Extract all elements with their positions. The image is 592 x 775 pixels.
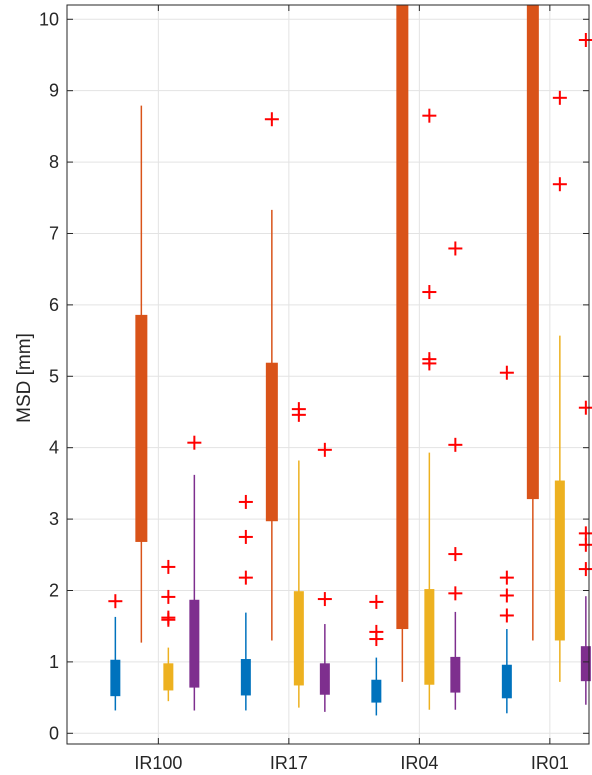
box — [526, 5, 539, 500]
outlier-marker — [317, 442, 332, 457]
y-tick-label: 0 — [49, 723, 59, 743]
box — [135, 314, 148, 542]
outlier-marker — [448, 586, 463, 601]
axes — [66, 4, 590, 745]
outlier-marker — [317, 592, 332, 607]
y-tick-label: 2 — [49, 580, 59, 600]
outlier-marker — [578, 400, 592, 415]
box — [163, 663, 174, 691]
box — [319, 663, 330, 695]
outlier-marker — [552, 177, 567, 192]
outlier-marker — [422, 108, 437, 123]
box — [371, 679, 382, 703]
x-tick-label: IR100 — [134, 753, 182, 773]
outlier-marker — [264, 112, 279, 127]
outlier-marker — [369, 632, 384, 647]
outlier-marker — [238, 570, 253, 585]
box — [580, 646, 591, 682]
outlier-marker — [499, 588, 514, 603]
box — [189, 599, 200, 688]
x-tick-label: IR17 — [270, 753, 308, 773]
box — [554, 480, 565, 641]
box — [240, 659, 251, 696]
outlier-marker — [448, 437, 463, 452]
y-tick-label: 5 — [49, 366, 59, 386]
box — [396, 5, 409, 630]
outlier-marker — [187, 435, 202, 450]
outlier-marker — [499, 608, 514, 623]
y-tick-label: 7 — [49, 223, 59, 243]
outlier-marker — [578, 537, 592, 552]
outlier-marker — [161, 559, 176, 574]
outlier-marker — [161, 612, 176, 627]
grid-lines — [67, 5, 589, 744]
outlier-marker — [552, 90, 567, 105]
outlier-marker — [578, 562, 592, 577]
box — [110, 659, 121, 697]
outlier-marker — [448, 547, 463, 562]
outlier-marker — [499, 365, 514, 380]
x-tick-label: IR04 — [400, 753, 438, 773]
outlier-marker — [161, 589, 176, 604]
axes-frame — [66, 4, 590, 745]
y-tick-label: 6 — [49, 295, 59, 315]
outlier-marker — [238, 529, 253, 544]
outlier-marker — [422, 285, 437, 300]
outlier-marker — [499, 570, 514, 585]
box — [424, 589, 435, 685]
outlier-marker — [291, 407, 306, 422]
plot-area — [108, 5, 592, 716]
y-tick-label: 1 — [49, 652, 59, 672]
y-tick-label: 10 — [39, 9, 59, 29]
y-tick-label: 3 — [49, 509, 59, 529]
box — [293, 591, 304, 686]
y-axis-label: MSD [mm] — [14, 333, 35, 423]
outlier-marker — [238, 494, 253, 509]
box — [265, 362, 278, 522]
y-tick-label: 4 — [49, 438, 59, 458]
y-tick-label: 9 — [49, 81, 59, 101]
x-tick-label: IR01 — [531, 753, 569, 773]
outlier-marker — [578, 32, 592, 47]
outlier-marker — [369, 594, 384, 609]
y-tick-label: 8 — [49, 152, 59, 172]
box — [450, 656, 461, 693]
outlier-marker — [448, 241, 463, 256]
outlier-marker — [108, 594, 123, 609]
tick-labels: 0 1 2 3 4 5 6 7 8 9 10 IR100 IR17 IR04 IR01 — [39, 9, 569, 773]
outlier-marker — [422, 356, 437, 371]
box — [501, 664, 512, 699]
